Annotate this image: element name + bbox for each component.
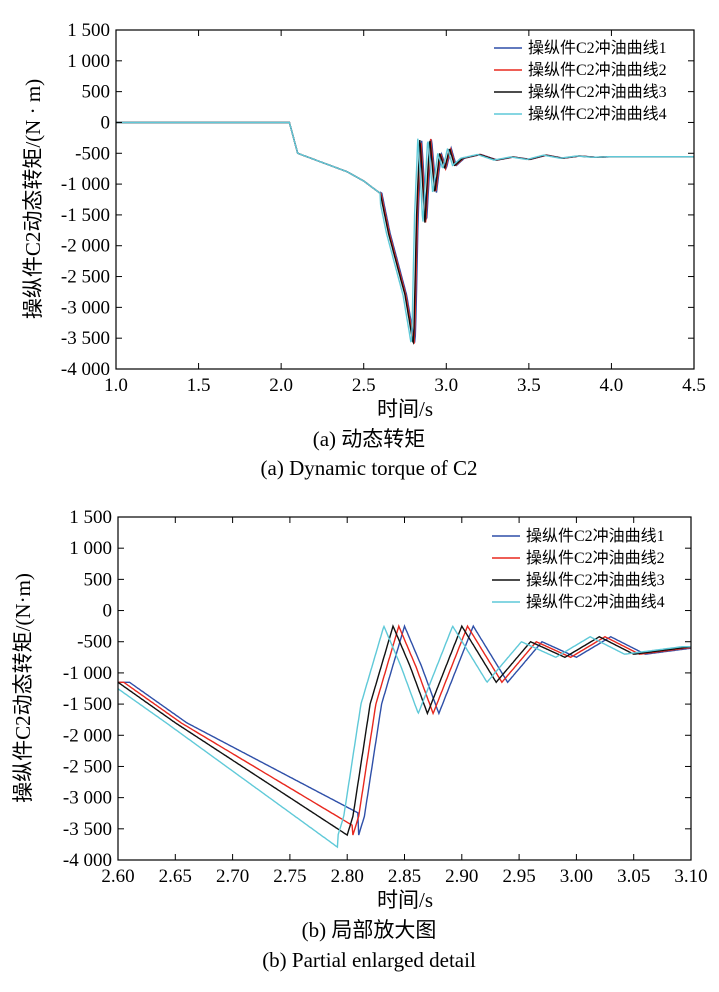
chart-a-legend-label-1: 操纵件C2冲油曲线1 xyxy=(528,39,667,57)
chart-b-y-tick-label: 0 xyxy=(103,601,113,622)
chart-a-y-tick-label: -1 500 xyxy=(61,205,110,226)
chart-b-y-ticks: 1 500 1 000 500 0 -500 -1 000 -1 500 -2 000 -2 5… xyxy=(63,507,691,871)
chart-a-series-4-line xyxy=(116,121,694,343)
chart-a-y-tick-label: -500 xyxy=(75,143,110,164)
chart-b: 2.60 2.65 2.70 2.75 2.80 2.85 2.90 2.95 3.00 3.05… xyxy=(11,507,708,972)
chart-a-x-tick-label: 2.0 xyxy=(269,375,293,396)
chart-a-legend-label-2: 操纵件C2冲油曲线2 xyxy=(528,61,667,79)
chart-a-x-tick-label: 4.0 xyxy=(600,375,624,396)
chart-b-y-tick-label: 500 xyxy=(84,569,113,590)
chart-b-y-tick-label: -2 000 xyxy=(63,725,112,746)
chart-a-x-tick-label: 2.5 xyxy=(352,375,376,396)
chart-a-plot-frame xyxy=(115,29,695,370)
chart-b-plot-frame xyxy=(117,516,692,861)
chart-a-lines xyxy=(116,121,694,346)
chart-b-y-tick-label: -1 000 xyxy=(63,663,112,684)
chart-b-x-tick-label: 2.70 xyxy=(216,866,249,887)
chart-a-y-ticks: 1 500 1 000 500 0 -500 -1 000 -1 500 -2 000 -2 5… xyxy=(61,20,694,380)
chart-b-series-2-line xyxy=(118,623,692,836)
chart-b-x-tick-label: 3.05 xyxy=(617,866,650,887)
chart-b-legend-label-4: 操纵件C2冲油曲线4 xyxy=(526,593,665,611)
chart-b-x-tick-label: 2.60 xyxy=(101,866,134,887)
chart-a-y-axis-title: 操纵件C2动态转矩/(N · m) xyxy=(21,79,45,319)
chart-a-x-ticks: 1.0 1.5 2.0 2.5 3.0 3.5 4.0 4.5 xyxy=(104,30,706,396)
chart-b-y-tick-label: 1 000 xyxy=(69,538,112,559)
chart-a-y-tick-label: -1 000 xyxy=(61,174,110,195)
chart-a-legend: 操纵件C2冲油曲线1 操纵件C2冲油曲线2 操纵件C2冲油曲线3 操纵件C2冲油… xyxy=(494,39,667,123)
chart-b-x-tick-label: 3.00 xyxy=(560,866,593,887)
chart-a-x-tick-label: 4.5 xyxy=(682,375,706,396)
chart-b-y-axis-title: 操纵件C2动态转矩/(N·m) xyxy=(11,573,35,803)
chart-b-x-tick-label: 2.75 xyxy=(273,866,306,887)
chart-a-y-tick-label: -2 500 xyxy=(61,267,110,288)
chart-a-legend-label-4: 操纵件C2冲油曲线4 xyxy=(528,105,667,123)
chart-b-legend-label-1: 操纵件C2冲油曲线1 xyxy=(526,527,665,545)
chart-a-y-tick-label: -2 000 xyxy=(61,236,110,257)
chart-b-series-3-line xyxy=(117,624,692,837)
chart-a-y-tick-label: 1 500 xyxy=(67,20,110,41)
chart-a-y-tick-label: 1 000 xyxy=(67,51,110,72)
chart-a-x-tick-label: 3.0 xyxy=(434,375,458,396)
chart-a-caption-cn: (a) 动态转矩 xyxy=(313,427,426,451)
chart-b-lines xyxy=(117,623,692,849)
chart-b-series-1-line xyxy=(118,623,692,836)
chart-b-x-tick-label: 2.90 xyxy=(445,866,478,887)
chart-b-caption-en: (b) Partial enlarged detail xyxy=(262,948,476,972)
chart-b-x-tick-label: 2.65 xyxy=(159,866,192,887)
chart-a-y-tick-label: -3 000 xyxy=(61,297,110,318)
chart-b-legend-label-3: 操纵件C2冲油曲线3 xyxy=(526,571,665,589)
chart-b-caption-cn: (b) 局部放大图 xyxy=(302,918,437,942)
chart-b-y-tick-label: -4 000 xyxy=(63,850,112,871)
chart-b-series-4-line xyxy=(117,624,691,849)
chart-b-x-ticks: 2.60 2.65 2.70 2.75 2.80 2.85 2.90 2.95 3.00 3.05… xyxy=(101,517,708,887)
chart-b-legend: 操纵件C2冲油曲线1 操纵件C2冲油曲线2 操纵件C2冲油曲线3 操纵件C2冲油… xyxy=(492,527,665,611)
chart-b-x-tick-label: 3.10 xyxy=(674,866,707,887)
chart-a-y-tick-label: 500 xyxy=(82,82,111,103)
chart-a-y-tick-label: 0 xyxy=(101,112,111,133)
chart-b-y-tick-label: -3 000 xyxy=(63,788,112,809)
chart-b-x-tick-label: 2.95 xyxy=(502,866,535,887)
chart-b-y-tick-label: -1 500 xyxy=(63,694,112,715)
chart-a-caption-en: (a) Dynamic torque of C2 xyxy=(261,456,478,480)
chart-a-legend-label-3: 操纵件C2冲油曲线3 xyxy=(528,83,667,101)
chart-b-y-tick-label: 1 500 xyxy=(69,507,112,528)
chart-a-x-tick-label: 1.5 xyxy=(187,375,211,396)
chart-a-y-tick-label: -3 500 xyxy=(61,328,110,349)
chart-a-x-tick-label: 3.5 xyxy=(517,375,541,396)
chart-a: 1.0 1.5 2.0 2.5 3.0 3.5 4.0 4.5 1 500 1 000 500 0 -… xyxy=(21,20,706,480)
chart-b-y-tick-label: -500 xyxy=(77,632,112,653)
chart-b-y-tick-label: -2 500 xyxy=(63,756,112,777)
chart-a-y-tick-label: -4 000 xyxy=(61,359,110,380)
chart-a-x-tick-label: 1.0 xyxy=(104,375,128,396)
chart-b-y-tick-label: -3 500 xyxy=(63,819,112,840)
chart-b-x-tick-label: 2.85 xyxy=(388,866,421,887)
chart-b-legend-label-2: 操纵件C2冲油曲线2 xyxy=(526,549,665,567)
chart-b-x-axis-title: 时间/s xyxy=(377,888,433,912)
chart-b-x-tick-label: 2.80 xyxy=(331,866,364,887)
chart-a-x-axis-title: 时间/s xyxy=(377,397,433,421)
